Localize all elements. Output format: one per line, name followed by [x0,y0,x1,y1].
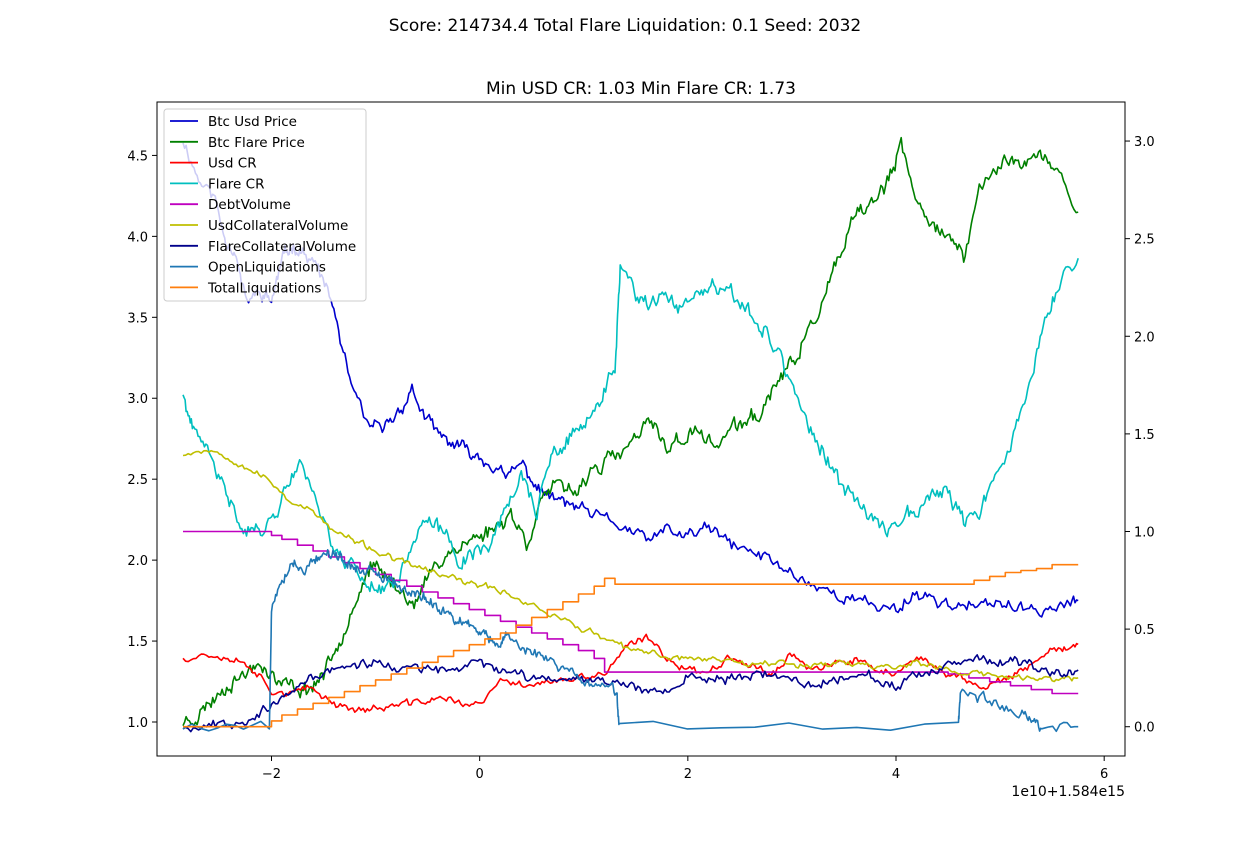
legend-label-7: OpenLiquidations [208,260,326,276]
series-line-7 [182,549,1079,733]
y-right-tick-label-0: 0.0 [1134,721,1155,736]
x-tick-label-0: −2 [262,767,281,782]
y-left-tick-label-7: 4.5 [127,149,148,164]
x-tick-label-1: 0 [476,767,484,782]
y-left-tick-label-6: 4.0 [127,230,148,245]
legend-label-8: TotalLiquidations [207,280,321,296]
y-left-tick-label-5: 3.5 [127,311,148,326]
y-left-tick-label-3: 2.5 [127,473,148,488]
x-offset-label: 1e10+1.584e15 [1011,784,1125,800]
x-tick-label-2: 2 [684,767,692,782]
y-left-tick-label-0: 1.0 [127,716,148,731]
y-right-tick-label-2: 1.0 [1134,525,1155,540]
series-line-5 [182,449,1079,683]
y-left-tick-label-2: 2.0 [127,554,148,569]
legend-box [163,108,367,302]
y-right-tick-label-5: 2.5 [1134,233,1155,248]
y-axis-right: 0.0 0.5 1.0 1.5 2.0 2.5 3.0 [1125,135,1155,736]
legend-label-1: Btc Flare Price [208,135,305,151]
legend: Btc Usd Price Btc Flare Price Usd CR Flare … [163,108,367,302]
series-line-3 [182,257,1079,595]
series-line-1 [182,136,1079,727]
x-tick-label-3: 4 [892,767,900,782]
chart-title: Min USD CR: 1.03 Min Flare CR: 1.73 [486,79,796,99]
legend-label-6: FlareCollateralVolume [208,239,356,255]
series-line-8 [183,563,1079,728]
legend-label-3: Flare CR [208,176,264,192]
y-axis-left: 1.0 1.5 2.0 2.5 3.0 3.5 4.0 4.5 [127,149,157,731]
legend-label-4: DebtVolume [208,197,291,213]
y-right-tick-label-1: 0.5 [1134,623,1155,638]
legend-label-5: UsdCollateralVolume [208,218,348,234]
y-left-tick-label-1: 1.5 [127,635,148,650]
plot-frame [156,101,1126,757]
x-axis: −2 0 2 4 6 [262,756,1108,782]
suptitle: Score: 214734.4 Total Flare Liquidation:… [389,16,862,36]
y-right-tick-label-4: 2.0 [1134,330,1155,345]
y-right-tick-label-3: 1.5 [1134,428,1155,443]
legend-label-2: Usd CR [208,156,257,172]
y-left-tick-label-4: 3.0 [127,392,148,407]
y-right-tick-label-6: 3.0 [1134,135,1155,150]
series-line-6 [182,654,1079,733]
x-tick-label-4: 6 [1100,767,1108,782]
legend-label-0: Btc Usd Price [208,114,297,130]
